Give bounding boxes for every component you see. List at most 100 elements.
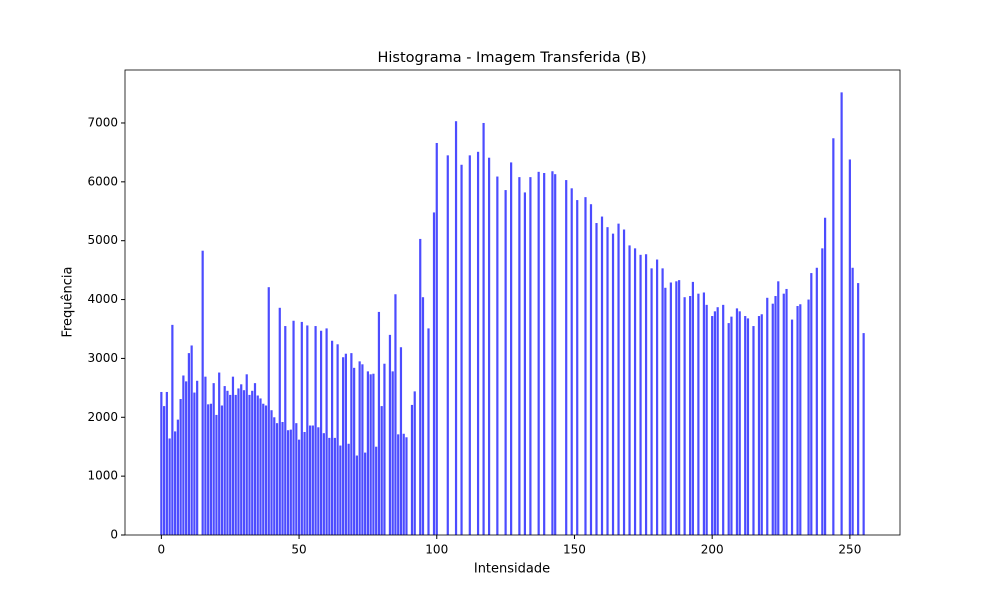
bar [857, 283, 860, 535]
bar [394, 294, 397, 535]
bar [617, 223, 620, 535]
bar [832, 138, 835, 535]
bar [314, 326, 317, 535]
y-axis-label: Frequência [61, 266, 76, 337]
bar [286, 430, 290, 535]
bar [771, 303, 774, 535]
bar [523, 192, 526, 536]
bar [295, 423, 298, 535]
bar [253, 383, 257, 535]
bar [163, 406, 166, 535]
bar [168, 438, 171, 535]
x-tick-label: 150 [563, 543, 586, 557]
bar [306, 325, 309, 535]
y-tick-label: 1000 [87, 469, 118, 483]
bar [380, 406, 383, 535]
y-tick-label: 6000 [87, 174, 118, 188]
bar [446, 155, 449, 536]
bar [196, 380, 199, 535]
bar [375, 446, 378, 535]
bar [815, 267, 818, 535]
bar [419, 238, 422, 536]
plot-frame [124, 69, 901, 536]
x-tick-label: 200 [701, 543, 724, 557]
bar [201, 250, 204, 536]
y-tick-label: 5000 [87, 233, 118, 247]
bar [810, 273, 813, 535]
bar [231, 376, 235, 535]
bar [300, 321, 303, 535]
bar [278, 307, 281, 535]
bar [777, 281, 780, 535]
bar [744, 316, 747, 535]
bar [190, 345, 193, 535]
bar [264, 405, 268, 535]
bar [328, 437, 331, 535]
bar [215, 414, 218, 535]
bar [325, 328, 328, 535]
bar [270, 410, 273, 535]
y-tick-label: 7000 [87, 115, 118, 129]
bar [735, 308, 739, 535]
bar [361, 364, 364, 535]
bar [705, 304, 708, 535]
bar [454, 121, 458, 535]
bar [185, 381, 188, 535]
bar [584, 197, 587, 536]
bar [275, 423, 279, 535]
bar [722, 304, 725, 535]
x-tick-label: 100 [425, 543, 448, 557]
x-tick-label: 250 [838, 543, 861, 557]
bar [655, 259, 659, 535]
bar [589, 204, 593, 536]
bar [226, 390, 229, 535]
bar [639, 254, 642, 535]
bar [633, 248, 637, 536]
bar [273, 417, 276, 535]
bar [311, 425, 314, 535]
bar [242, 390, 246, 535]
bar [622, 229, 626, 535]
bar [678, 280, 681, 535]
bar [529, 177, 532, 535]
bar [799, 304, 802, 535]
bar [576, 200, 579, 535]
x-tick-label: 0 [158, 543, 166, 557]
bar [785, 288, 788, 535]
bar [611, 233, 615, 535]
bar [204, 376, 207, 535]
bar [691, 281, 694, 535]
bar [421, 297, 425, 535]
bar [851, 267, 854, 535]
bar [218, 372, 221, 535]
bar [317, 427, 320, 535]
bar [727, 323, 730, 535]
bar [537, 171, 540, 536]
bar [391, 371, 394, 535]
bar [496, 176, 499, 536]
bar [738, 311, 741, 535]
bar [248, 394, 251, 535]
bar [182, 375, 185, 535]
bar [176, 419, 179, 535]
bar [297, 439, 301, 535]
bar [628, 245, 631, 535]
bar [760, 314, 763, 535]
bar [468, 155, 471, 536]
bar [223, 386, 226, 535]
x-axis-label: Intensidade [474, 562, 550, 577]
bar [848, 159, 851, 535]
bar [600, 216, 604, 535]
bar [774, 296, 777, 535]
bar [683, 297, 686, 535]
bar [350, 353, 353, 535]
bar [476, 151, 480, 535]
bar [807, 299, 810, 535]
bar [402, 433, 405, 535]
bar [823, 217, 827, 535]
bar [702, 292, 706, 535]
bar [364, 452, 367, 535]
y-tick-label: 3000 [87, 351, 118, 365]
bar [757, 316, 761, 535]
bar [347, 443, 350, 535]
